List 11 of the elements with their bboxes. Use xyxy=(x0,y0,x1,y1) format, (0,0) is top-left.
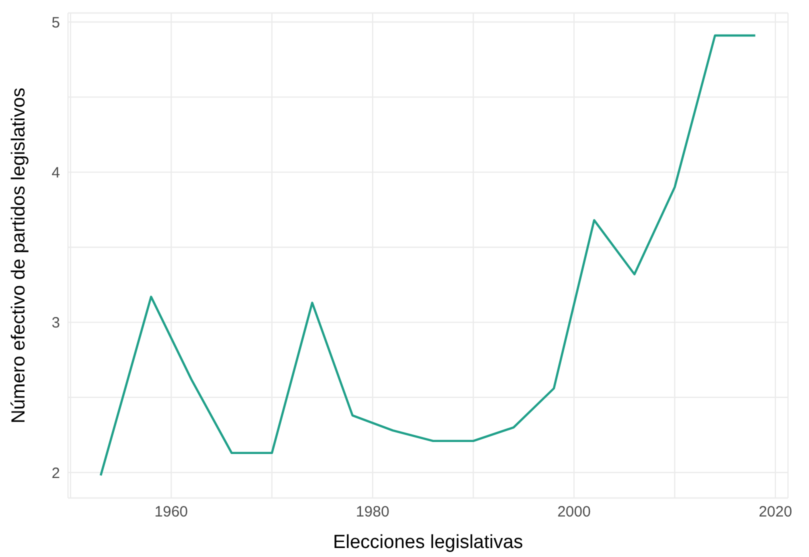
y-axis-title: Número efectivo de partidos legislativos xyxy=(8,88,30,424)
x-tick-label: 1960 xyxy=(154,504,188,521)
line-series xyxy=(100,34,756,477)
x-tick-label: 2020 xyxy=(758,504,792,521)
x-tick-label: 2000 xyxy=(557,504,591,521)
x-axis-title: Elecciones legislativas xyxy=(332,532,524,553)
y-tick-label: 5 xyxy=(52,14,60,32)
y-tick-label: 4 xyxy=(52,164,60,182)
y-tick-label: 2 xyxy=(52,464,60,482)
y-tick-label: 3 xyxy=(52,314,60,332)
x-tick-label: 1980 xyxy=(356,504,390,521)
